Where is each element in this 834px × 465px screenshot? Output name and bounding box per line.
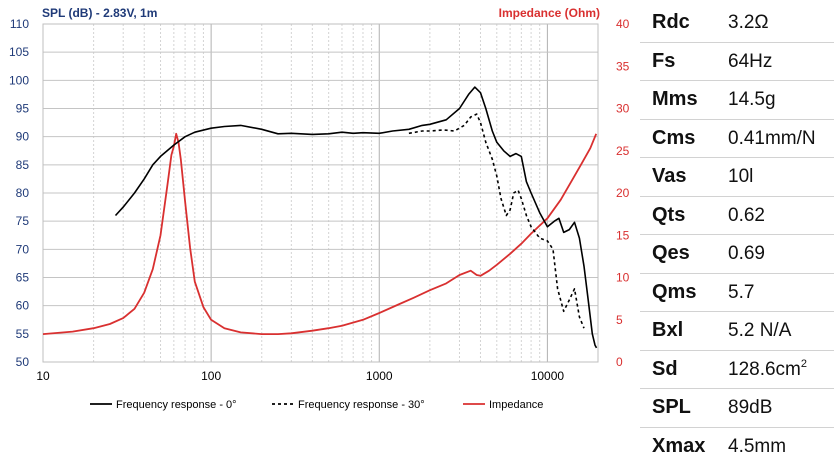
param-value: 5.7	[728, 282, 754, 304]
y-right-tick-label: 5	[616, 313, 623, 327]
param-value: 128.6cm2	[728, 359, 807, 381]
frequency-impedance-chart: SPL (dB) - 2.83V, 1m Impedance (Ohm) 505…	[0, 0, 640, 449]
param-name: SPL	[652, 396, 691, 419]
param-value: 0.69	[728, 243, 765, 265]
param-row-spl: SPL 89dB	[640, 389, 834, 428]
param-row-qts: Qts 0.62	[640, 197, 834, 236]
param-row-sd: Sd 128.6cm2	[640, 351, 834, 390]
param-name: Qes	[652, 242, 690, 265]
y-left-tick-label: 55	[16, 327, 30, 341]
param-value: 0.41mm/N	[728, 128, 816, 150]
param-name: Rdc	[652, 11, 690, 34]
y-right-tick-label: 25	[616, 144, 630, 158]
legend-label: Frequency response - 30°	[298, 399, 425, 411]
param-superscript: 2	[801, 358, 807, 370]
param-name: Fs	[652, 50, 675, 73]
y-left-tick-label: 90	[16, 130, 30, 144]
x-tick-label: 10000	[531, 369, 565, 383]
param-row-fs: Fs 64Hz	[640, 43, 834, 82]
param-value: 3.2Ω	[728, 12, 769, 34]
y-left-tick-label: 75	[16, 214, 30, 228]
param-name: Bxl	[652, 319, 683, 342]
param-row-vas: Vas 10l	[640, 158, 834, 197]
x-tick-label: 1000	[366, 369, 393, 383]
param-name: Qms	[652, 281, 696, 304]
y-right-tick-label: 30	[616, 102, 630, 116]
param-name: Sd	[652, 358, 678, 381]
y-left-tick-label: 70	[16, 242, 30, 256]
y-left-tick-label: 110	[10, 17, 29, 31]
x-tick-label: 10	[36, 369, 50, 383]
y-left-tick-label: 100	[9, 73, 29, 87]
legend: Frequency response - 0° Frequency respons…	[90, 399, 543, 411]
parameter-table: Rdc 3.2Ω Fs 64Hz Mms 14.5g Cms 0.41mm/N Vas 10l Qt…	[640, 4, 834, 465]
y-left-tick-label: 105	[9, 45, 29, 59]
y-left-tick-label: 50	[16, 355, 30, 369]
param-name: Qts	[652, 204, 685, 227]
legend-label: Impedance	[489, 399, 543, 411]
y-left-tick-label: 65	[16, 271, 30, 285]
param-value: 4.5mm	[728, 436, 786, 458]
y-left-tick-label: 95	[16, 102, 30, 116]
param-value: 0.62	[728, 205, 765, 227]
y-right-tick-label: 35	[616, 59, 630, 73]
param-name: Mms	[652, 88, 698, 111]
y-left-tick-label: 85	[16, 158, 30, 172]
y-right-tick-label: 0	[616, 355, 623, 369]
param-value: 89dB	[728, 397, 772, 419]
series-line-impedance	[43, 134, 596, 334]
param-value: 10l	[728, 166, 753, 188]
axis-labels: 50 55 60 65 70 75 80 85 90 95 100 105 110 0 5 10 15 20 25 3…	[9, 17, 630, 383]
param-name: Vas	[652, 165, 686, 188]
y-right-tick-label: 10	[616, 271, 630, 285]
param-value: 64Hz	[728, 51, 772, 73]
y-right-tick-label: 40	[616, 17, 630, 31]
legend-label: Frequency response - 0°	[116, 399, 237, 411]
series	[43, 87, 597, 348]
x-tick-label: 100	[201, 369, 221, 383]
y-left-tick-label: 80	[16, 186, 30, 200]
param-name: Cms	[652, 127, 695, 150]
param-name: Xmax	[652, 435, 705, 458]
y-right-tick-label: 15	[616, 228, 630, 242]
chart-title-spl: SPL (dB) - 2.83V, 1m	[42, 6, 157, 20]
param-value: 5.2 N/A	[728, 320, 791, 342]
param-value: 14.5g	[728, 89, 776, 111]
chart-title-impedance: Impedance (Ohm)	[499, 6, 600, 20]
param-row-qes: Qes 0.69	[640, 235, 834, 274]
param-row-rdc: Rdc 3.2Ω	[640, 4, 834, 43]
param-row-mms: Mms 14.5g	[640, 81, 834, 120]
param-row-xmax: Xmax 4.5mm	[640, 428, 834, 465]
y-right-tick-label: 20	[616, 186, 630, 200]
y-left-tick-label: 60	[16, 299, 30, 313]
param-row-qms: Qms 5.7	[640, 274, 834, 313]
param-row-bxl: Bxl 5.2 N/A	[640, 312, 834, 351]
param-row-cms: Cms 0.41mm/N	[640, 120, 834, 159]
